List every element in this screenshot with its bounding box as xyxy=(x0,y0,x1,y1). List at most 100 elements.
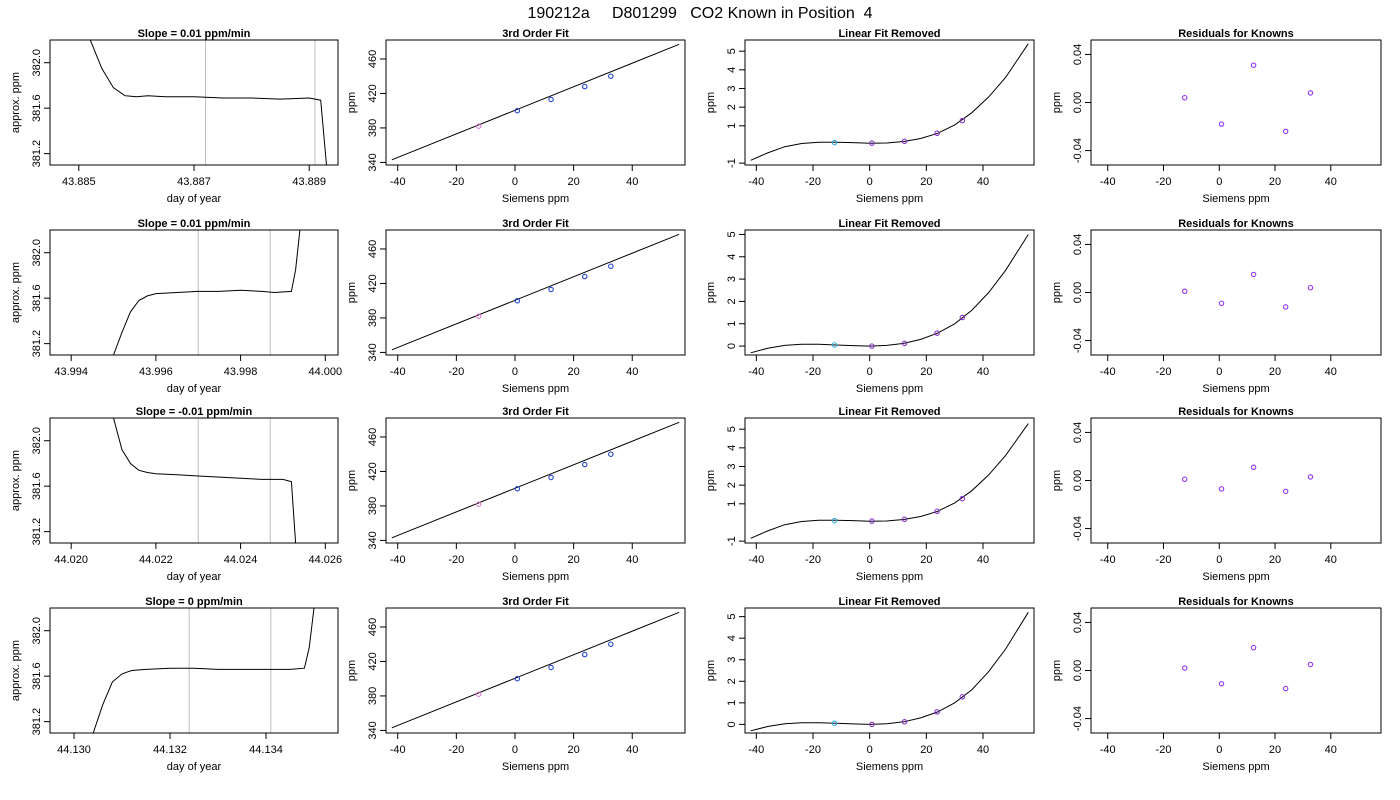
chart-14-point-1 xyxy=(475,691,482,697)
chart-13-ytick-label-1: 381.2 xyxy=(31,708,43,736)
chart-15-xtick-label-2: -20 xyxy=(805,744,821,756)
chart-7-frame xyxy=(744,229,1035,356)
chart-16-point-2 xyxy=(1218,680,1225,687)
chart-13-frame xyxy=(49,607,339,734)
chart-1-ytick-label-2: 381.6 xyxy=(31,94,43,122)
chart-9-ytick-label-2: 381.6 xyxy=(31,472,43,500)
chart-5-ytick-label-1: 381.2 xyxy=(31,330,43,358)
chart-16-title: Residuals for Knowns xyxy=(1178,596,1294,608)
chart-8-title: Residuals for Knowns xyxy=(1178,218,1294,230)
chart-4-point-2 xyxy=(1218,121,1225,127)
chart-13-xtick-label-3: 44.134 xyxy=(249,744,283,756)
chart-14-ytick-label-2: 380 xyxy=(367,687,379,705)
chart-3-xtick-label-2: -20 xyxy=(805,176,821,188)
chart-3-ylabel: ppm xyxy=(705,92,717,113)
chart-10-frame xyxy=(385,417,686,544)
chart-5-xtick-label-3: 43.998 xyxy=(224,366,258,378)
chart-12-ytick-label-1: -0.04 xyxy=(1072,516,1084,541)
chart-6-ytick-label-3: 420 xyxy=(367,274,379,292)
chart-13-xlabel: day of year xyxy=(167,761,222,773)
chart-12-title: Residuals for Knowns xyxy=(1178,406,1294,418)
chart-6-point-2 xyxy=(514,297,521,304)
chart-15-xtick-label-5: 40 xyxy=(977,744,989,756)
chart-2-point-1 xyxy=(475,123,482,129)
chart-15-ytick-label-4: 3 xyxy=(726,657,738,663)
chart-16-xlabel: Siemens ppm xyxy=(1202,761,1269,773)
chart-3-xtick-label-5: 40 xyxy=(977,176,989,188)
chart-8-ytick-label-3: 0.04 xyxy=(1072,234,1084,255)
chart-11-point-2 xyxy=(869,518,875,524)
chart-11-ytick-label-3: 2 xyxy=(726,482,738,488)
chart-12-xtick-label-5: 40 xyxy=(1325,554,1337,566)
chart-11-xtick-label-3: 0 xyxy=(867,554,873,566)
chart-16-point-5 xyxy=(1307,661,1314,668)
chart-3-curve xyxy=(750,43,1029,161)
chart-2-xtick-label-5: 40 xyxy=(626,176,638,188)
chart-14-panel: 3rd Order Fit -40 -20 0 20 40 340 380 420 460 Siem… xyxy=(346,596,686,773)
chart-6-ytick-label-2: 380 xyxy=(367,309,379,327)
chart-2-point-4 xyxy=(581,83,588,90)
chart-8-point-5 xyxy=(1307,284,1314,291)
chart-8-xtick-label-4: 20 xyxy=(1269,366,1281,378)
chart-2-point-3 xyxy=(548,96,554,103)
chart-9-xtick-label-2: 44.022 xyxy=(139,554,173,566)
chart-12-ytick-label-2: 0.00 xyxy=(1072,470,1084,491)
chart-16-point-1 xyxy=(1181,665,1188,671)
chart-10-fit-line xyxy=(391,421,680,539)
chart-7-panel: Linear Fit Removed -40 -20 0 20 40 0 1 2 3 4 5 Sieme… xyxy=(705,218,1035,395)
chart-5-frame xyxy=(49,229,339,356)
chart-1-xtick-label-2: 43.887 xyxy=(177,176,211,188)
chart-16-ytick-label-1: -0.04 xyxy=(1072,706,1084,731)
chart-15-xtick-label-1: -40 xyxy=(748,744,764,756)
chart-12-point-2 xyxy=(1218,486,1225,492)
chart-3-title: Linear Fit Removed xyxy=(838,28,940,40)
chart-11-ytick-label-2: 1 xyxy=(726,501,738,507)
chart-9-data xyxy=(113,418,297,543)
chart-7-ytick-label-5: 4 xyxy=(726,254,738,260)
chart-9-xtick-label-4: 44.026 xyxy=(308,554,342,566)
chart-14-xtick-label-2: -20 xyxy=(448,744,464,756)
chart-15-frame xyxy=(744,607,1035,734)
chart-8-point-3 xyxy=(1250,271,1257,278)
chart-11-xtick-label-4: 20 xyxy=(920,554,932,566)
chart-16-data xyxy=(1181,644,1314,692)
chart-2-point-5 xyxy=(608,73,614,79)
chart-2-point-2 xyxy=(514,107,521,114)
chart-16-xtick-label-5: 40 xyxy=(1325,744,1337,756)
chart-11-ytick-label-1: -1 xyxy=(726,536,738,546)
chart-14-fit-line xyxy=(391,611,680,729)
chart-7-point-4 xyxy=(934,330,940,336)
chart-3-xlabel: Siemens ppm xyxy=(856,193,923,205)
chart-6-panel: 3rd Order Fit -40 -20 0 20 40 340 380 420 460 Siem… xyxy=(346,218,686,395)
chart-12-xtick-label-4: 20 xyxy=(1269,554,1281,566)
chart-15-ytick-label-6: 5 xyxy=(726,614,738,620)
chart-3-point-5 xyxy=(959,117,966,124)
chart-6-xtick-label-3: 0 xyxy=(512,366,518,378)
chart-4-point-3 xyxy=(1250,62,1257,68)
chart-5-xtick-label-2: 43.996 xyxy=(139,366,173,378)
chart-11-frame xyxy=(744,417,1035,544)
chart-6-point-3 xyxy=(548,286,554,293)
chart-7-ytick-label-3: 2 xyxy=(726,298,738,304)
chart-15-point-1 xyxy=(831,720,838,727)
chart-14-xlabel: Siemens ppm xyxy=(502,761,569,773)
chart-1-ytick-label-3: 382.0 xyxy=(31,49,43,77)
chart-7-xtick-label-5: 40 xyxy=(977,366,989,378)
chart-16-ytick-label-3: 0.04 xyxy=(1072,612,1084,633)
chart-2-ytick-label-1: 340 xyxy=(367,153,379,171)
chart-12-panel: Residuals for Knowns -40 -20 0 20 40 -0.04 0.00… xyxy=(1051,406,1382,583)
chart-4-point-4 xyxy=(1282,128,1289,135)
chart-5-data xyxy=(113,230,301,355)
chart-7-curve xyxy=(750,234,1029,354)
chart-10-xtick-label-5: 40 xyxy=(626,554,638,566)
chart-12-data xyxy=(1181,464,1314,495)
chart-8-ytick-label-2: 0.00 xyxy=(1072,282,1084,303)
chart-3-ytick-label-1: -1 xyxy=(726,158,738,168)
chart-1-data xyxy=(89,40,327,165)
chart-14-point-2 xyxy=(514,675,521,682)
chart-16-xtick-label-1: -40 xyxy=(1100,744,1116,756)
chart-13-title: Slope = 0 ppm/min xyxy=(145,596,243,608)
chart-8-frame xyxy=(1090,229,1382,356)
chart-4-point-5 xyxy=(1307,90,1314,96)
